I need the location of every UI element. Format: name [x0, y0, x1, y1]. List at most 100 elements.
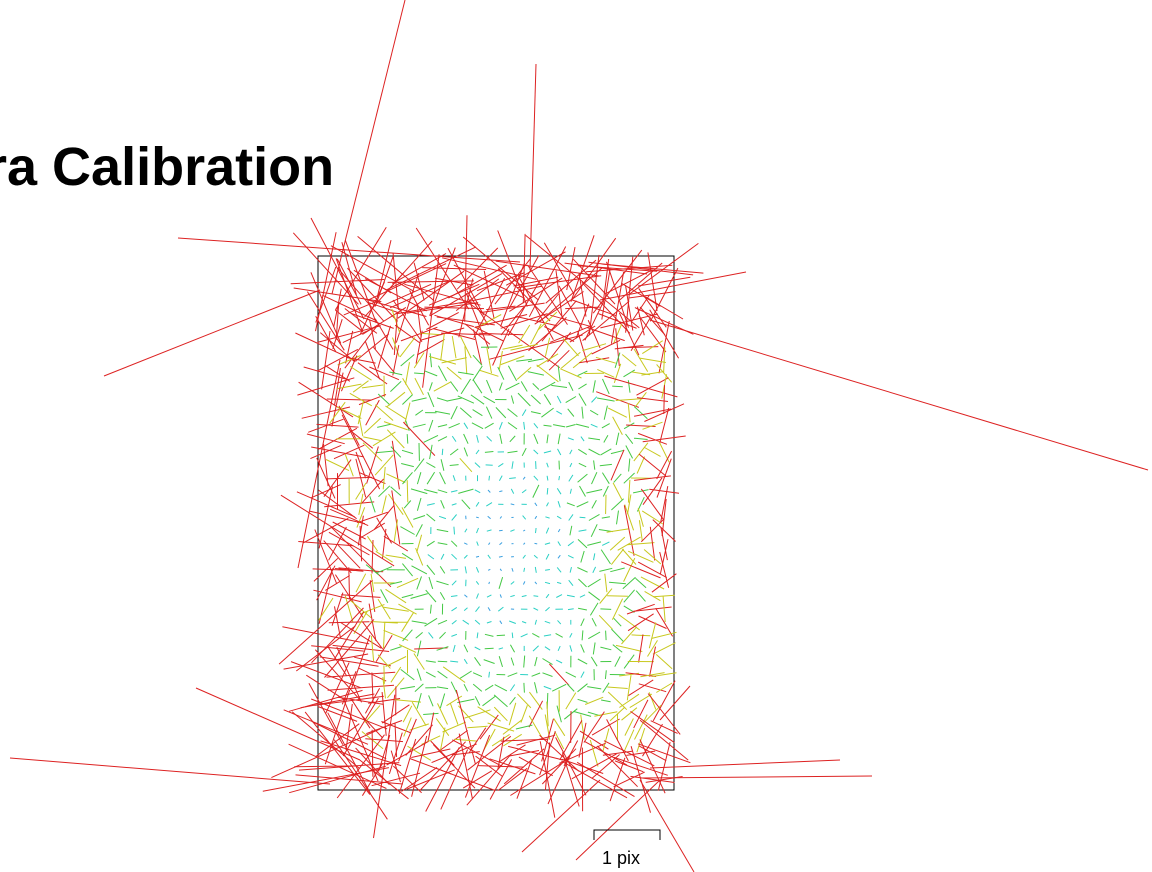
residual-vector	[401, 612, 414, 632]
residual-vector	[451, 435, 457, 442]
residual-vector	[389, 281, 449, 309]
residual-vector	[474, 696, 481, 706]
residual-vector	[400, 326, 438, 342]
residual-vector	[371, 772, 421, 787]
residual-vector	[602, 682, 610, 693]
residual-vector	[351, 699, 371, 729]
residual-vector	[652, 680, 676, 722]
residual-vector	[550, 314, 592, 328]
residual-vector	[378, 485, 391, 498]
residual-vector	[426, 540, 435, 547]
residual-vector	[359, 281, 386, 335]
residual-vector	[569, 488, 572, 494]
residual-vector	[611, 598, 624, 620]
residual-vector	[357, 401, 364, 425]
residual-vector	[436, 767, 496, 792]
scale-bar-label: 1 pix	[602, 848, 640, 868]
residual-vector	[587, 320, 601, 349]
residual-vector	[455, 278, 500, 312]
residual-vector	[532, 632, 540, 638]
residual-vector	[594, 711, 618, 717]
residual-vector	[413, 653, 425, 670]
residual-vector	[571, 299, 617, 317]
residual-vector	[534, 656, 538, 667]
residual-vector	[282, 626, 370, 645]
residual-vector	[643, 704, 662, 724]
residual-vector	[577, 265, 658, 272]
residual-vector	[545, 553, 550, 560]
residual-vector	[455, 689, 476, 765]
residual-vector	[539, 731, 556, 776]
residual-vector	[499, 594, 502, 598]
residual-vector	[509, 477, 516, 479]
residual-vector	[280, 494, 395, 567]
residual-vector	[358, 667, 387, 682]
residual-vector	[344, 325, 378, 369]
residual-vector	[649, 646, 656, 677]
residual-vector	[515, 724, 533, 730]
residual-vector	[478, 332, 524, 336]
residual-vector	[502, 344, 523, 350]
residual-vector	[514, 315, 557, 327]
outlier-vector	[195, 687, 361, 761]
residual-vector	[516, 760, 532, 799]
residual-vector	[581, 406, 584, 419]
residual-vector	[640, 488, 665, 521]
residual-vector	[464, 709, 491, 719]
outlier-vector	[103, 289, 321, 377]
residual-vector	[411, 748, 451, 758]
residual-vector	[436, 580, 449, 586]
residual-vector	[656, 458, 672, 498]
residual-vector	[578, 393, 587, 406]
residual-vector	[623, 589, 635, 603]
residual-vector	[467, 735, 512, 771]
residual-vector	[521, 621, 527, 624]
residual-vector	[648, 692, 657, 710]
residual-vector	[627, 550, 654, 563]
residual-vector	[602, 728, 610, 752]
residual-vector	[576, 761, 635, 798]
residual-vector	[486, 347, 492, 374]
chart-title: ra Calibration	[0, 137, 334, 197]
residual-vector	[406, 480, 409, 503]
residual-vector	[426, 513, 436, 522]
residual-vector	[459, 670, 472, 679]
residual-vector	[511, 567, 514, 572]
residual-vector	[547, 754, 571, 805]
residual-vector	[523, 567, 526, 572]
residual-vector	[630, 317, 651, 351]
residual-vector	[385, 656, 407, 668]
residual-vector	[346, 356, 376, 364]
residual-vector	[331, 592, 344, 626]
residual-vector	[528, 700, 544, 728]
residual-vector	[365, 298, 427, 317]
residual-vector	[415, 330, 423, 364]
residual-vector	[523, 682, 525, 693]
residual-vector	[463, 554, 468, 559]
residual-vector	[463, 644, 469, 653]
residual-vector	[321, 331, 331, 390]
residual-vector	[557, 365, 561, 382]
residual-vector	[434, 410, 451, 415]
residual-vector	[549, 663, 570, 686]
residual-vector	[493, 694, 508, 708]
residual-vector	[565, 692, 577, 710]
residual-vector	[525, 235, 640, 329]
residual-vector	[310, 217, 365, 320]
residual-vector	[565, 424, 576, 428]
residual-vector	[611, 628, 624, 642]
residual-vector	[390, 750, 401, 783]
residual-vector	[607, 691, 628, 711]
residual-vector	[318, 489, 357, 520]
residual-vector	[484, 647, 494, 650]
residual-vector	[458, 733, 473, 800]
residual-vector	[556, 515, 562, 520]
residual-vector	[377, 423, 392, 428]
residual-vector	[507, 450, 518, 454]
residual-vector	[436, 686, 449, 690]
residual-vector	[390, 446, 402, 458]
residual-vector	[402, 471, 413, 485]
residual-vector	[566, 502, 575, 507]
residual-vector	[400, 354, 415, 367]
residual-vector	[598, 313, 637, 329]
